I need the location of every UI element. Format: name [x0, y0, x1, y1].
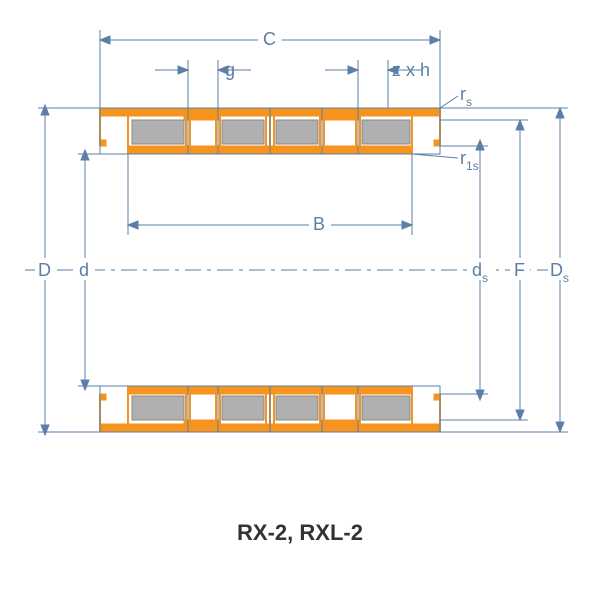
label-C: C	[263, 29, 276, 49]
dim-g: g	[155, 60, 251, 108]
svg-text:r1s: r1s	[460, 148, 479, 173]
dim-B: B	[128, 154, 412, 235]
dim-zxh: z x h	[325, 60, 430, 108]
label-g: g	[225, 60, 235, 80]
label-d: d	[79, 260, 89, 280]
diagram-title: RX-2, RXL-2	[237, 520, 363, 545]
label-r1s-g: r1s	[412, 148, 479, 173]
svg-text:rs: rs	[460, 84, 472, 109]
label-B: B	[313, 214, 325, 234]
label-zxh: z x h	[392, 60, 430, 80]
dim-C: C	[100, 28, 440, 108]
bearing-diagram: C g z x h rs r1s B D	[0, 0, 600, 600]
label-D: D	[38, 260, 51, 280]
label-ds: d	[472, 260, 482, 280]
label-rs-g: rs	[440, 84, 472, 109]
label-Ds: D	[550, 260, 563, 280]
label-F: F	[514, 260, 525, 280]
